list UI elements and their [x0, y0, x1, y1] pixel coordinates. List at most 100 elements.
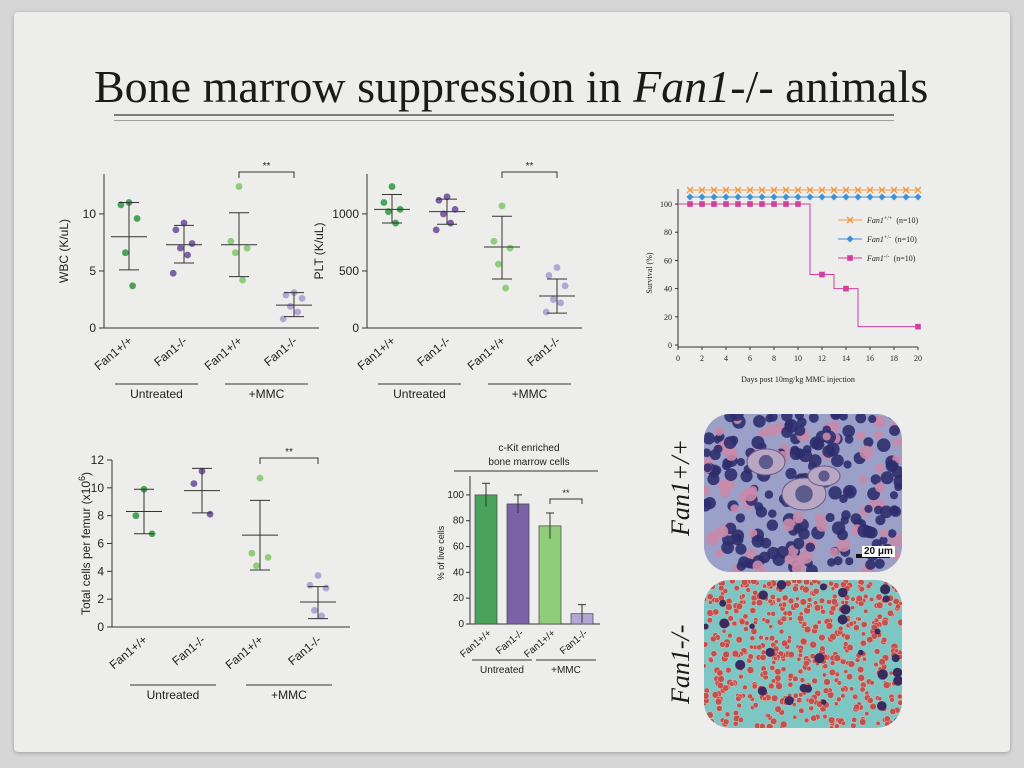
- nucleus: [798, 448, 813, 463]
- y-tick-label: 10: [91, 481, 105, 495]
- data-point: [235, 183, 243, 190]
- nucleus: [723, 436, 737, 449]
- data-point: [506, 244, 514, 252]
- y-axis-label: PLT (K/uL): [312, 223, 326, 280]
- red-blood-cell: [857, 666, 865, 674]
- nucleus: [794, 414, 804, 420]
- data-point: [435, 196, 443, 204]
- data-point: [177, 244, 184, 252]
- data-point: [264, 554, 272, 561]
- data-point: [239, 276, 247, 284]
- red-blood-cell: [801, 621, 808, 627]
- nucleus: [850, 513, 862, 525]
- square-marker: [843, 285, 849, 292]
- red-blood-cell: [770, 611, 776, 617]
- data-point: [279, 315, 287, 323]
- data-point: [180, 219, 188, 227]
- bar: [538, 525, 562, 625]
- legend-marker: [847, 255, 853, 261]
- data-point: [129, 282, 136, 290]
- red-blood-cell: [809, 640, 817, 649]
- knockout-genotype-label: Fan1-/-: [666, 624, 695, 704]
- red-blood-cell: [769, 665, 776, 671]
- red-blood-cell: [778, 628, 785, 635]
- red-blood-cell: [787, 597, 795, 605]
- red-blood-cell: [792, 692, 799, 699]
- bar: [506, 503, 530, 625]
- data-point: [380, 199, 388, 206]
- slide: Bone marrow suppression in Fan1-/- anima…: [14, 12, 1010, 752]
- diamond-marker: [806, 193, 814, 201]
- nucleus: [792, 537, 805, 550]
- red-blood-cell: [729, 580, 736, 585]
- y-tick-label: 100: [660, 200, 672, 209]
- nucleus: [842, 424, 855, 438]
- red-blood-cell: [853, 624, 860, 632]
- y-tick-label: 10: [83, 207, 97, 221]
- y-tick-label: 40: [453, 567, 465, 578]
- diamond-marker: [746, 193, 754, 201]
- x-tick-label: 14: [842, 354, 850, 363]
- legend-gene: Fan1: [866, 216, 884, 225]
- red-blood-cell: [830, 586, 836, 591]
- nucleus: [840, 516, 849, 525]
- y-tick-label: 20: [453, 593, 465, 604]
- red-blood-cell: [897, 693, 902, 700]
- red-blood-cell: [866, 697, 874, 704]
- red-blood-cell: [837, 625, 844, 632]
- legend-genotype: -/-: [884, 254, 890, 260]
- nucleus: [870, 474, 881, 485]
- nucleus: [748, 528, 758, 538]
- nucleus: [715, 525, 729, 538]
- nucleus: [704, 432, 715, 445]
- y-axis-label-tail: ): [79, 472, 93, 476]
- red-blood-cell: [724, 610, 730, 616]
- legend-label: Fan1+/- (n=10): [866, 235, 917, 244]
- square-marker: [915, 323, 921, 330]
- plt-scatter-chart: 0 500 1000 PLT (K/uL) Fan1+/+ Fan1-/- Fan1+/+ F…: [312, 161, 582, 401]
- red-blood-cell: [841, 720, 846, 726]
- nucleus: [758, 590, 768, 600]
- x-tick-label: 0: [676, 354, 680, 363]
- data-point: [561, 282, 569, 290]
- significance-mark: **: [263, 161, 271, 172]
- data-point: [184, 251, 192, 259]
- red-blood-cell: [711, 691, 720, 699]
- nucleus: [821, 699, 827, 705]
- red-blood-cell: [843, 641, 849, 647]
- diamond-marker: [710, 193, 718, 201]
- nucleus: [718, 479, 731, 492]
- red-blood-cell: [833, 701, 839, 707]
- legend-gene: Fan1: [866, 254, 884, 263]
- nucleus: [736, 457, 745, 467]
- data-point: [451, 205, 459, 213]
- diamond-marker: [866, 193, 874, 201]
- significance-mark: **: [285, 447, 293, 458]
- legend-gene: Fan1: [866, 235, 884, 244]
- red-blood-cell: [890, 722, 897, 728]
- nucleus: [766, 519, 779, 531]
- nucleus: [892, 437, 902, 447]
- data-point: [542, 308, 550, 316]
- red-blood-cell: [717, 580, 723, 583]
- red-blood-cell: [715, 698, 723, 706]
- red-blood-cell: [759, 723, 766, 728]
- data-point: [495, 260, 502, 268]
- red-blood-cell: [820, 608, 826, 615]
- y-tick-label: 2: [97, 592, 104, 606]
- data-point: [298, 294, 306, 302]
- square-marker: [735, 201, 741, 207]
- red-blood-cell: [884, 721, 891, 727]
- red-blood-cell: [852, 693, 859, 700]
- nucleus: [822, 432, 831, 441]
- red-blood-cell: [869, 680, 875, 686]
- bar: [474, 494, 498, 625]
- scale-bar-label: 20 μm: [862, 546, 895, 557]
- nucleus: [839, 414, 848, 421]
- nucleus: [731, 529, 745, 542]
- red-blood-cell: [875, 593, 883, 601]
- red-blood-cell: [823, 678, 831, 686]
- red-blood-cell: [735, 602, 743, 610]
- red-blood-cell: [808, 697, 815, 705]
- square-marker: [783, 201, 789, 207]
